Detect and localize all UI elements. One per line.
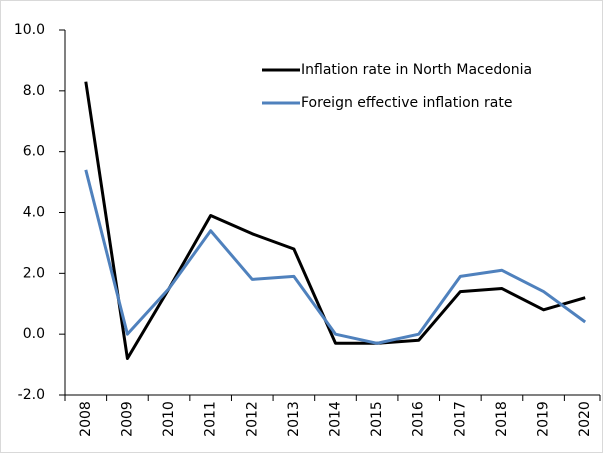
legend-label: Foreign effective inflation rate (301, 95, 512, 111)
y-tick-label: 4.0 (23, 205, 45, 221)
y-tick-label: 0.0 (23, 326, 45, 342)
x-tick-label: 2016 (411, 401, 427, 437)
x-tick-label: 2015 (369, 401, 385, 437)
x-tick-label: 2017 (452, 401, 468, 437)
x-tick-label: 2011 (203, 401, 219, 437)
legend-label: Inflation rate in North Macedonia (301, 62, 532, 78)
x-tick-label: 2010 (161, 401, 177, 437)
y-tick-label: 8.0 (23, 83, 45, 99)
y-tick-label: 6.0 (23, 144, 45, 160)
x-tick-label: 2019 (536, 401, 552, 437)
y-tick-label: 10.0 (14, 22, 45, 38)
series-line (84, 169, 587, 345)
series-line (84, 81, 586, 360)
x-tick-label: 2012 (244, 401, 260, 437)
y-tick-label: -2.0 (18, 387, 45, 403)
x-tick-label: 2013 (286, 401, 302, 437)
x-tick-label: 2020 (577, 401, 593, 437)
x-tick-label: 2009 (119, 401, 135, 437)
x-tick-label: 2008 (78, 401, 94, 437)
x-tick-label: 2014 (328, 401, 344, 437)
y-tick-label: 2.0 (23, 265, 45, 281)
x-tick-label: 2018 (494, 401, 510, 437)
